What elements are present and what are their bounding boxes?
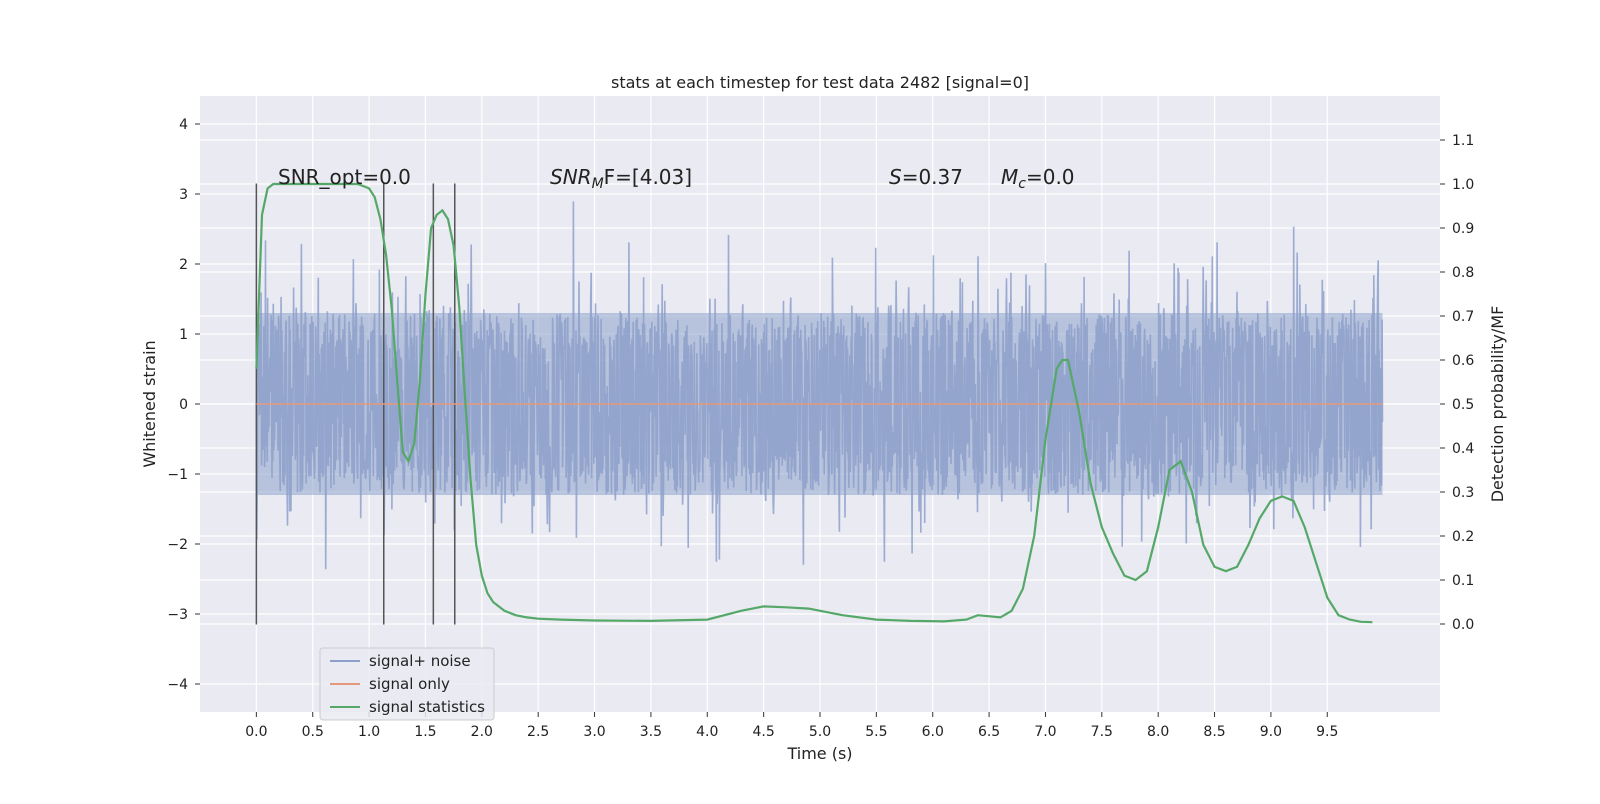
chart-title: stats at each timestep for test data 248… — [611, 73, 1029, 92]
legend-box — [319, 647, 495, 721]
y-axis-right-label: Detection probability/MF — [1488, 306, 1507, 503]
x-tick-label: 3.5 — [640, 724, 662, 740]
annotation-snr-mf-sub: M — [592, 176, 604, 192]
legend-label-statistics: signal statistics — [369, 698, 485, 716]
y-tick-label: −3 — [167, 607, 188, 623]
x-tick-label: 6.0 — [922, 724, 944, 740]
y-right-tick-label: 1.0 — [1452, 177, 1474, 193]
y-right-tick-label: 1.1 — [1452, 133, 1474, 149]
y-tick-label: 3 — [179, 187, 188, 203]
legend: signal+ noise signal only signal statist… — [319, 647, 495, 721]
x-tick-label: 2.0 — [471, 724, 493, 740]
axes: 0.0 0.5 1.0 1.5 2.0 2.5 3.0 3.5 4.0 4.5 5.0 5.5 6.0 6… — [167, 117, 1474, 740]
y-tick-label: 4 — [179, 117, 188, 133]
y-right-tick-label: 0.9 — [1452, 221, 1474, 237]
y-right-tick-label: 0.0 — [1452, 617, 1474, 633]
y-tick-label: 0 — [179, 397, 188, 413]
annotation-snr-mf: SNRMF=[4.03] — [550, 165, 692, 192]
annotation-mc-sub: c — [1018, 176, 1026, 192]
y-tick-label: −2 — [167, 537, 188, 553]
y-tick-label: −1 — [167, 467, 188, 483]
y-right-tick-label: 0.6 — [1452, 353, 1474, 369]
x-tick-label: 6.5 — [978, 724, 1000, 740]
x-tick-label: 9.5 — [1316, 724, 1338, 740]
x-tick-label: 8.0 — [1147, 724, 1169, 740]
x-tick-label: 4.5 — [753, 724, 775, 740]
x-tick-label: 4.0 — [696, 724, 718, 740]
annotation-s: S=0.37 — [889, 165, 963, 189]
signal-statistics-series — [255, 182, 1373, 624]
statistics-line — [255, 182, 1373, 624]
x-tick-label: 1.0 — [358, 724, 380, 740]
x-tick-label: 0.0 — [245, 724, 267, 740]
y-tick-label: 2 — [179, 257, 188, 273]
x-tick-label: 0.5 — [302, 724, 324, 740]
y-right-tick-label: 0.4 — [1452, 441, 1474, 457]
y-tick-label: 1 — [179, 327, 188, 343]
annotation-mc-rest: =0.0 — [1026, 165, 1075, 189]
y-right-tick-label: 0.8 — [1452, 265, 1474, 281]
annotation-snr-mf-rest: F=[4.03] — [604, 165, 692, 189]
y-right-tick-label: 0.2 — [1452, 529, 1474, 545]
y-right-tick-label: 0.3 — [1452, 485, 1474, 501]
legend-label-signal: signal only — [369, 675, 450, 693]
y-tick-label: −4 — [167, 677, 188, 693]
x-tick-label: 1.5 — [414, 724, 436, 740]
annotation-mc-italic: M — [1001, 165, 1018, 189]
y-axis-label: Whitened strain — [140, 340, 159, 467]
x-tick-label: 2.5 — [527, 724, 549, 740]
x-tick-label: 9.0 — [1260, 724, 1282, 740]
x-tick-label: 3.0 — [583, 724, 605, 740]
y-right-tick-label: 0.1 — [1452, 573, 1474, 589]
x-tick-label: 5.0 — [809, 724, 831, 740]
annotation-mc: Mc=0.0 — [1001, 165, 1075, 192]
x-tick-label: 7.5 — [1091, 724, 1113, 740]
x-tick-label: 5.5 — [865, 724, 887, 740]
x-tick-label: 8.5 — [1203, 724, 1225, 740]
legend-label-noise: signal+ noise — [369, 652, 471, 670]
annotation-snr-opt: SNR_opt=0.0 — [278, 165, 411, 189]
y-right-tick-label: 0.7 — [1452, 309, 1474, 325]
annotation-snr-mf-italic: SNR — [550, 165, 592, 189]
annotation-s-italic: S — [889, 165, 902, 189]
annotation-s-rest: =0.37 — [902, 165, 963, 189]
x-tick-label: 7.0 — [1034, 724, 1056, 740]
y-right-tick-label: 0.5 — [1452, 397, 1474, 413]
x-axis-label: Time (s) — [786, 744, 852, 763]
